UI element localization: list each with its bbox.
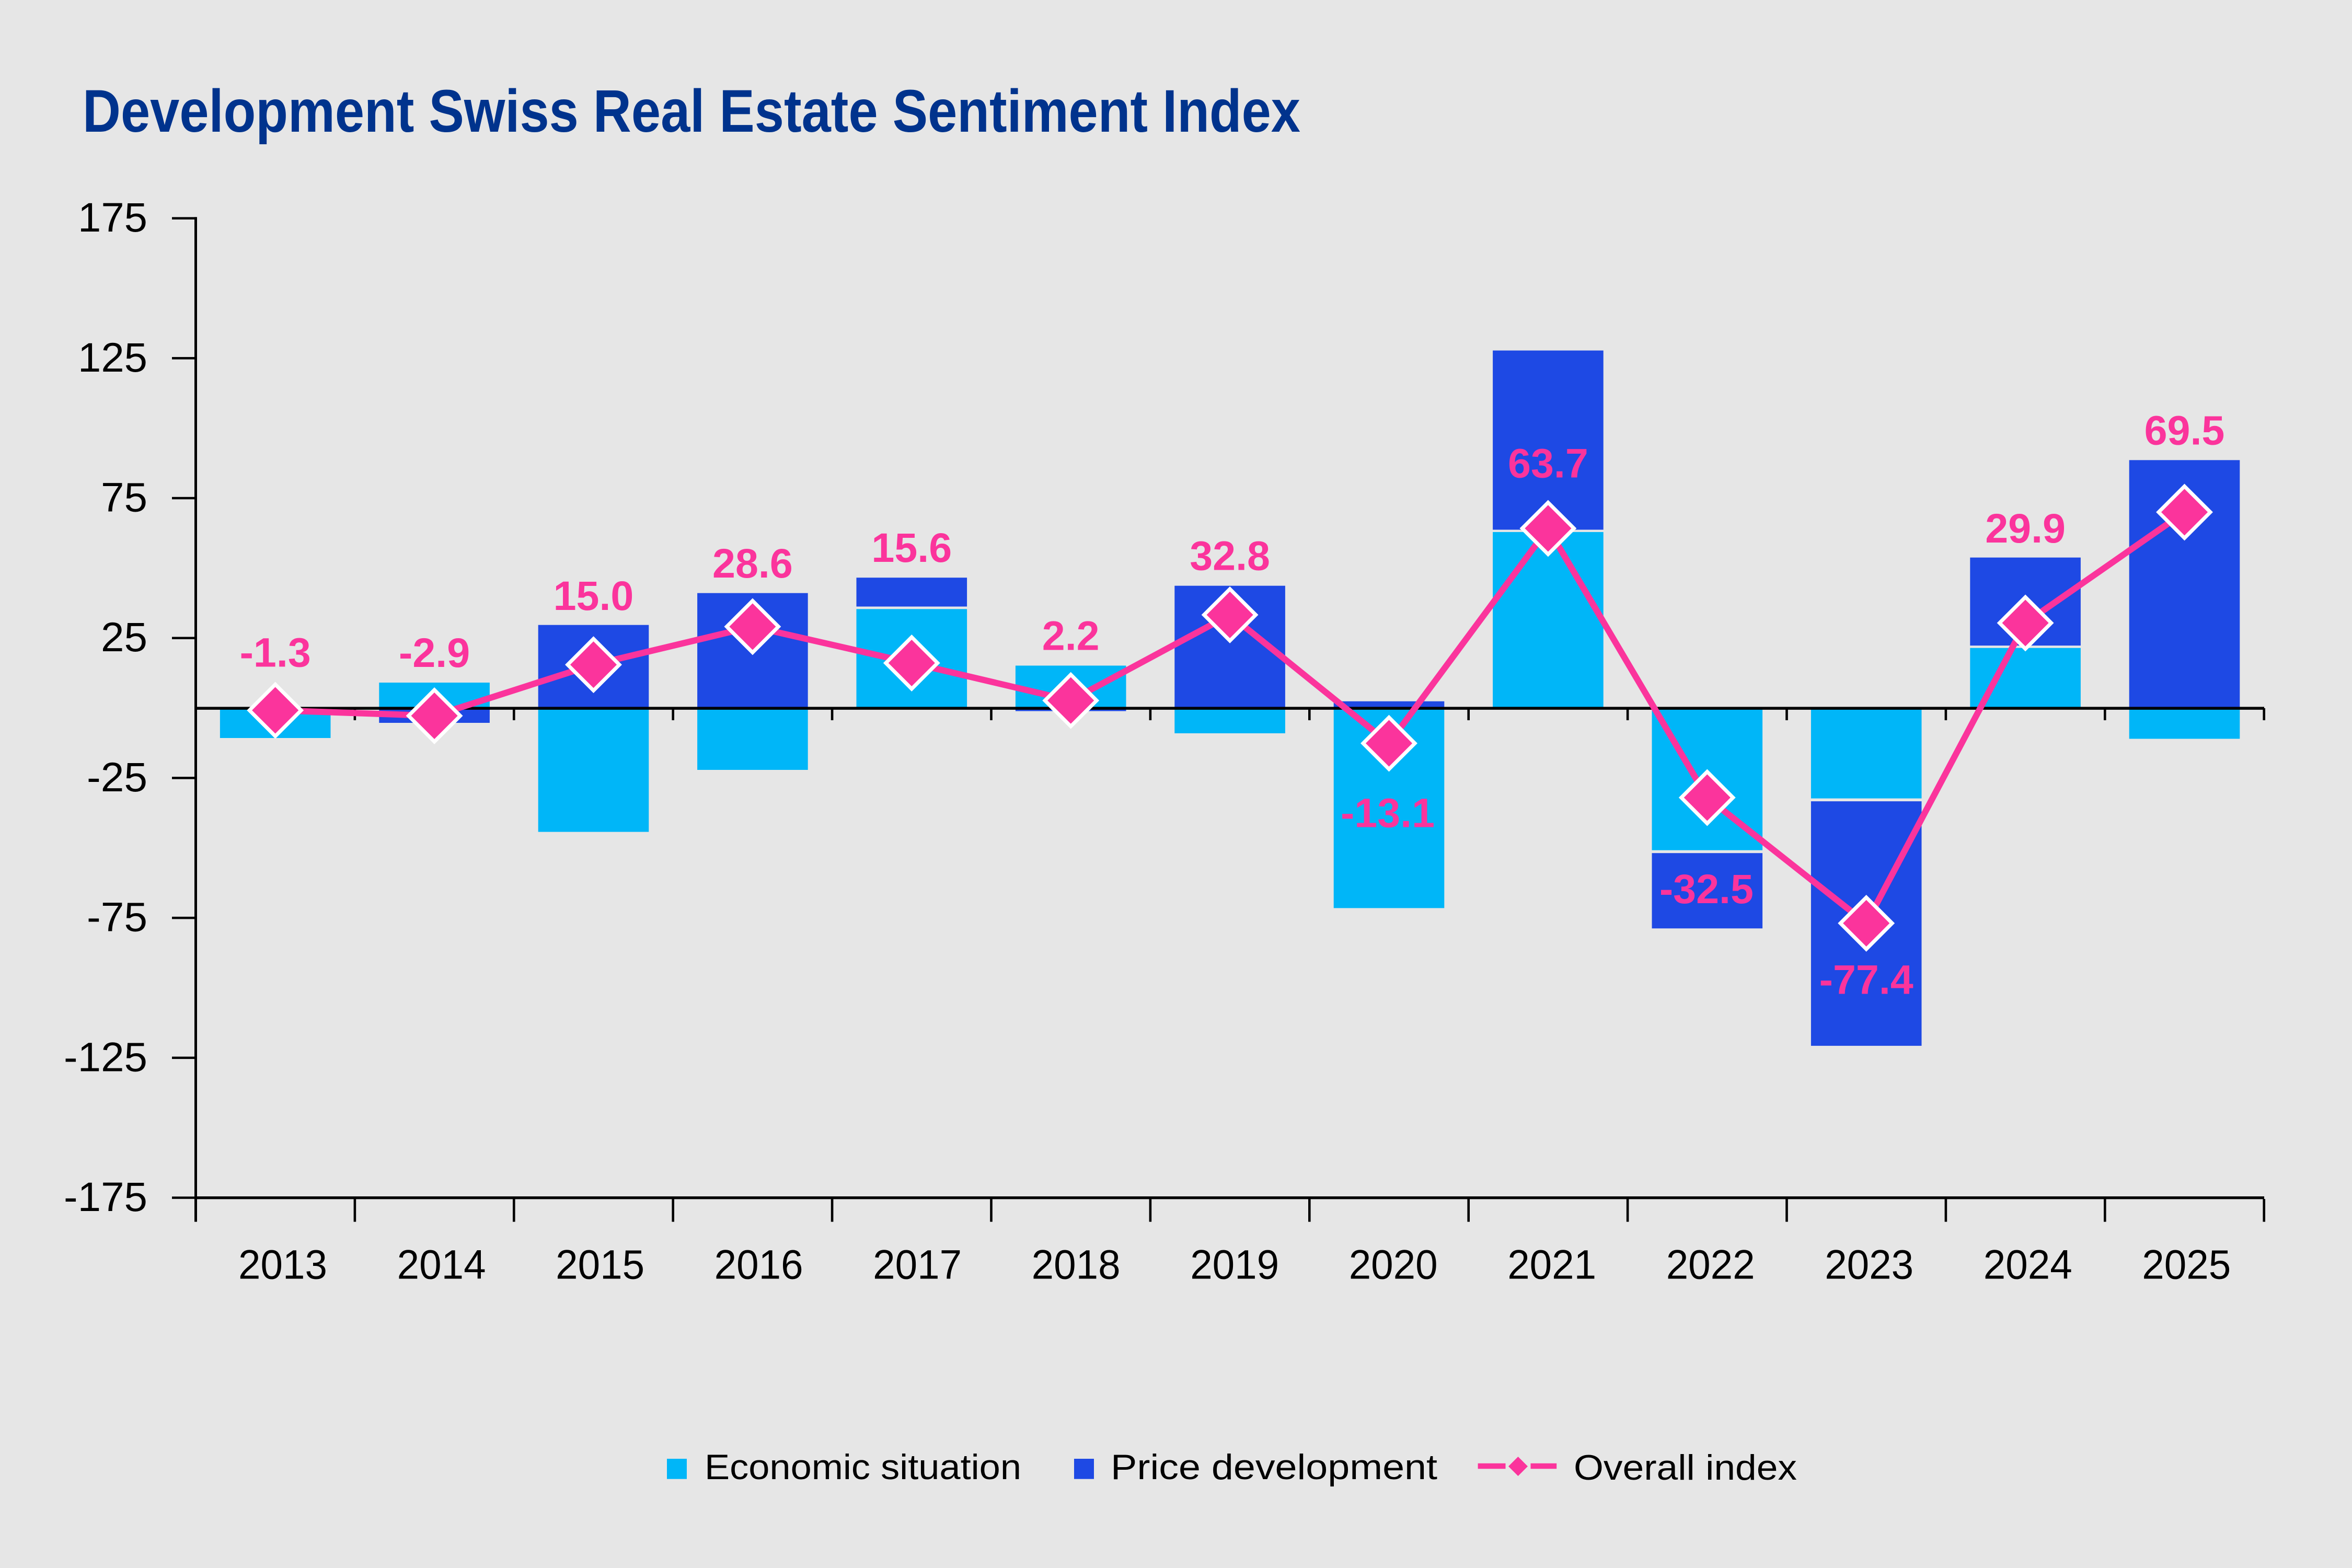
svg-text:-175: -175 bbox=[64, 1173, 147, 1220]
svg-text:2014: 2014 bbox=[397, 1241, 486, 1287]
svg-text:Price development: Price development bbox=[1111, 1447, 1437, 1487]
svg-text:69.5: 69.5 bbox=[2145, 407, 2225, 453]
svg-text:2024: 2024 bbox=[1984, 1241, 2072, 1287]
svg-text:2018: 2018 bbox=[1032, 1241, 1121, 1287]
svg-text:29.9: 29.9 bbox=[1985, 505, 2066, 551]
svg-text:2015: 2015 bbox=[556, 1241, 644, 1287]
svg-text:-125: -125 bbox=[64, 1033, 147, 1080]
svg-text:2017: 2017 bbox=[873, 1241, 962, 1287]
svg-text:15.0: 15.0 bbox=[554, 572, 634, 619]
svg-text:75: 75 bbox=[101, 474, 147, 521]
svg-text:-25: -25 bbox=[87, 754, 147, 800]
svg-text:-1.3: -1.3 bbox=[240, 629, 311, 676]
svg-text:28.6: 28.6 bbox=[712, 540, 793, 586]
svg-text:Development Swiss Real Estate: Development Swiss Real Estate Sentiment … bbox=[83, 78, 1300, 145]
svg-text:63.7: 63.7 bbox=[1508, 440, 1588, 487]
svg-text:15.6: 15.6 bbox=[871, 524, 952, 571]
svg-text:2016: 2016 bbox=[714, 1241, 803, 1287]
svg-text:2019: 2019 bbox=[1190, 1241, 1279, 1287]
svg-text:175: 175 bbox=[78, 194, 147, 240]
svg-text:25: 25 bbox=[101, 614, 147, 660]
svg-text:-13.1: -13.1 bbox=[1341, 789, 1435, 836]
svg-text:-75: -75 bbox=[87, 894, 147, 940]
svg-text:125: 125 bbox=[78, 334, 147, 381]
svg-text:2022: 2022 bbox=[1666, 1241, 1755, 1287]
svg-text:-2.9: -2.9 bbox=[399, 629, 470, 676]
svg-text:2.2: 2.2 bbox=[1042, 613, 1100, 659]
svg-text:Economic situation: Economic situation bbox=[705, 1447, 1021, 1487]
svg-text:2025: 2025 bbox=[2142, 1241, 2231, 1287]
svg-text:Overall index: Overall index bbox=[1574, 1448, 1797, 1488]
svg-text:-77.4: -77.4 bbox=[1819, 956, 1913, 1002]
svg-text:2013: 2013 bbox=[238, 1241, 327, 1287]
svg-text:-32.5: -32.5 bbox=[1659, 866, 1754, 912]
svg-text:2023: 2023 bbox=[1825, 1241, 1913, 1287]
svg-text:2021: 2021 bbox=[1507, 1241, 1596, 1287]
svg-text:32.8: 32.8 bbox=[1190, 533, 1270, 579]
svg-text:2020: 2020 bbox=[1349, 1241, 1438, 1287]
